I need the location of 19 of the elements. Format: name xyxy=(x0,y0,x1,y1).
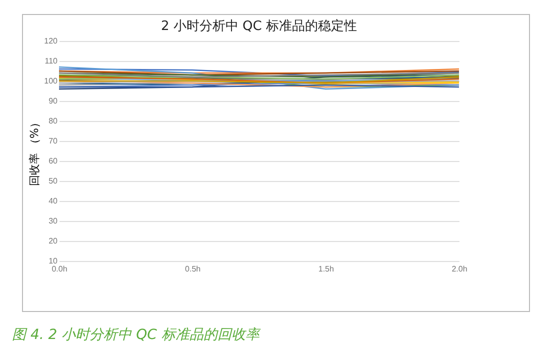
caption: 图 4. 2 小时分析中 QC 标准品的回收率 xyxy=(12,326,260,344)
y-tick-label: 50 xyxy=(48,176,58,186)
y-tick-label: 110 xyxy=(44,56,58,66)
x-tick-label: 1.5h xyxy=(318,264,334,274)
y-tick-label: 30 xyxy=(48,216,58,226)
y-tick-label: 40 xyxy=(48,196,58,206)
y-tick-label: 80 xyxy=(48,116,58,126)
x-tick-label: 0.5h xyxy=(185,264,201,274)
y-tick-label: 60 xyxy=(48,156,58,166)
y-tick-label: 90 xyxy=(48,96,58,106)
y-tick-label: 20 xyxy=(48,236,58,246)
y-axis-title: 回收率 （%） xyxy=(28,117,42,186)
chart-title: 2 小时分析中 QC 标准品的稳定性 xyxy=(161,19,357,34)
y-tick-label: 10 xyxy=(48,256,58,266)
y-tick-label: 70 xyxy=(48,136,58,146)
y-tick-label: 120 xyxy=(44,36,58,46)
x-tick-label: 2.0h xyxy=(452,264,468,274)
x-tick-label: 0.0h xyxy=(52,264,68,274)
y-tick-label: 100 xyxy=(44,76,58,86)
